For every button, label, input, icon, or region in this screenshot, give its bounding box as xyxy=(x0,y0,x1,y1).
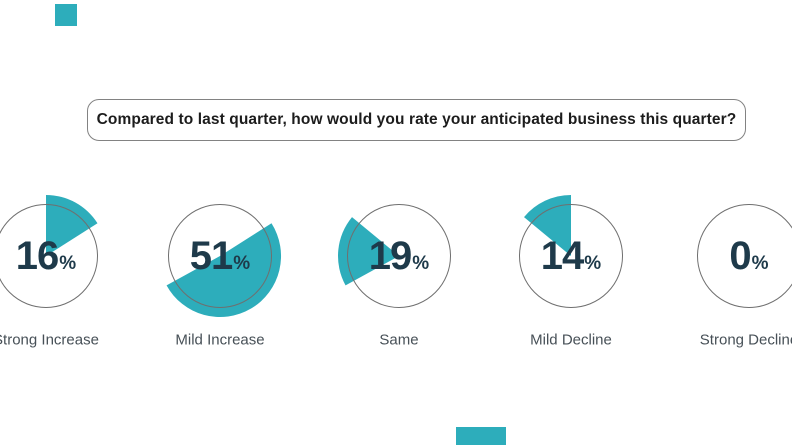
gauge-circle-outline xyxy=(0,204,98,308)
pie-gauge-icon xyxy=(697,204,792,308)
gauge-circle-outline xyxy=(697,204,792,308)
gauge-value-number: 19 xyxy=(368,234,412,278)
percent-sign: % xyxy=(412,253,430,274)
gauge-label-mild-increase: Mild Increase xyxy=(175,331,265,349)
brand-accent-square xyxy=(55,4,77,26)
percent-sign: % xyxy=(751,253,769,274)
gauge-value-number: 14 xyxy=(540,234,584,278)
percent-sign: % xyxy=(584,253,602,274)
pie-gauge-icon xyxy=(519,195,623,308)
question-box: Compared to last quarter, how would you … xyxy=(87,99,746,141)
gauge-circle-outline xyxy=(168,204,272,308)
gauge-label-same: Same xyxy=(379,331,419,349)
pie-gauge-icon xyxy=(166,204,282,318)
pie-wedge xyxy=(524,195,571,256)
pie-gauge-icon xyxy=(0,195,98,308)
percent-sign: % xyxy=(59,253,77,274)
gauge-value-number: 51 xyxy=(189,234,233,278)
pie-wedge xyxy=(46,195,98,256)
brand-accent-bar xyxy=(456,427,506,445)
percent-sign: % xyxy=(233,253,251,274)
gauge-value: 16% xyxy=(16,236,76,276)
gauge-label-mild-decline: Mild Decline xyxy=(530,331,612,349)
gauge-circle-outline xyxy=(519,204,623,308)
pie-gauge-icon xyxy=(338,204,451,308)
pie-wedge xyxy=(166,223,282,318)
gauge-value: 14% xyxy=(541,236,601,276)
gauge-circle-outline xyxy=(347,204,451,308)
gauge-value-number: 0 xyxy=(729,234,751,278)
gauge-label-strong-decline: Strong Decline xyxy=(699,331,792,349)
question-text: Compared to last quarter, how would you … xyxy=(96,111,737,128)
gauge-value: 19% xyxy=(369,236,429,276)
gauge-label-strong-increase: Strong Increase xyxy=(0,331,99,349)
pie-wedge xyxy=(338,217,399,286)
gauge-value-number: 16 xyxy=(15,234,59,278)
gauge-value: 0% xyxy=(729,236,768,276)
gauge-value: 51% xyxy=(190,236,250,276)
